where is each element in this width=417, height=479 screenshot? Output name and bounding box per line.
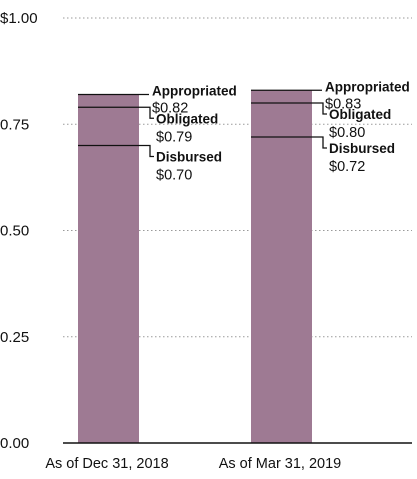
obligated-label: Obligated xyxy=(156,111,218,126)
y-tick-label: $1.00 xyxy=(0,10,38,27)
obligated-value: $0.79 xyxy=(156,129,192,145)
y-tick-label: 0.00 xyxy=(0,435,29,452)
bar xyxy=(78,94,139,443)
disbursed-value: $0.72 xyxy=(329,159,365,175)
obligated-label: Obligated xyxy=(329,107,391,122)
y-tick-label: 0.50 xyxy=(0,223,29,240)
x-tick-label: As of Mar 31, 2019 xyxy=(219,456,342,472)
obligated-marker xyxy=(251,102,327,115)
disbursed-label: Disbursed xyxy=(329,141,395,156)
axes: 0.00 0.25 0.50 0.75 $1.00 As of Dec 31, 2018 A… xyxy=(0,10,412,472)
appropriated-label: Appropriated xyxy=(325,79,410,94)
bars xyxy=(78,90,312,443)
disbursed-value: $0.70 xyxy=(156,168,192,184)
appropriated-label: Appropriated xyxy=(152,84,237,99)
disbursed-marker xyxy=(78,144,154,158)
bar xyxy=(251,90,312,443)
y-tick-label: 0.25 xyxy=(0,329,29,346)
x-tick-label: As of Dec 31, 2018 xyxy=(45,456,168,472)
obligated-marker xyxy=(78,106,154,119)
disbursed-marker xyxy=(251,136,327,149)
annotations: Appropriated$0.82Obligated$0.79Disbursed… xyxy=(78,79,410,184)
disbursed-label: Disbursed xyxy=(156,150,222,165)
appropriated-value: $0.82 xyxy=(152,101,188,117)
y-tick-label: 0.75 xyxy=(0,116,29,133)
obligated-value: $0.80 xyxy=(329,125,365,141)
appropriated-value: $0.83 xyxy=(325,96,361,112)
